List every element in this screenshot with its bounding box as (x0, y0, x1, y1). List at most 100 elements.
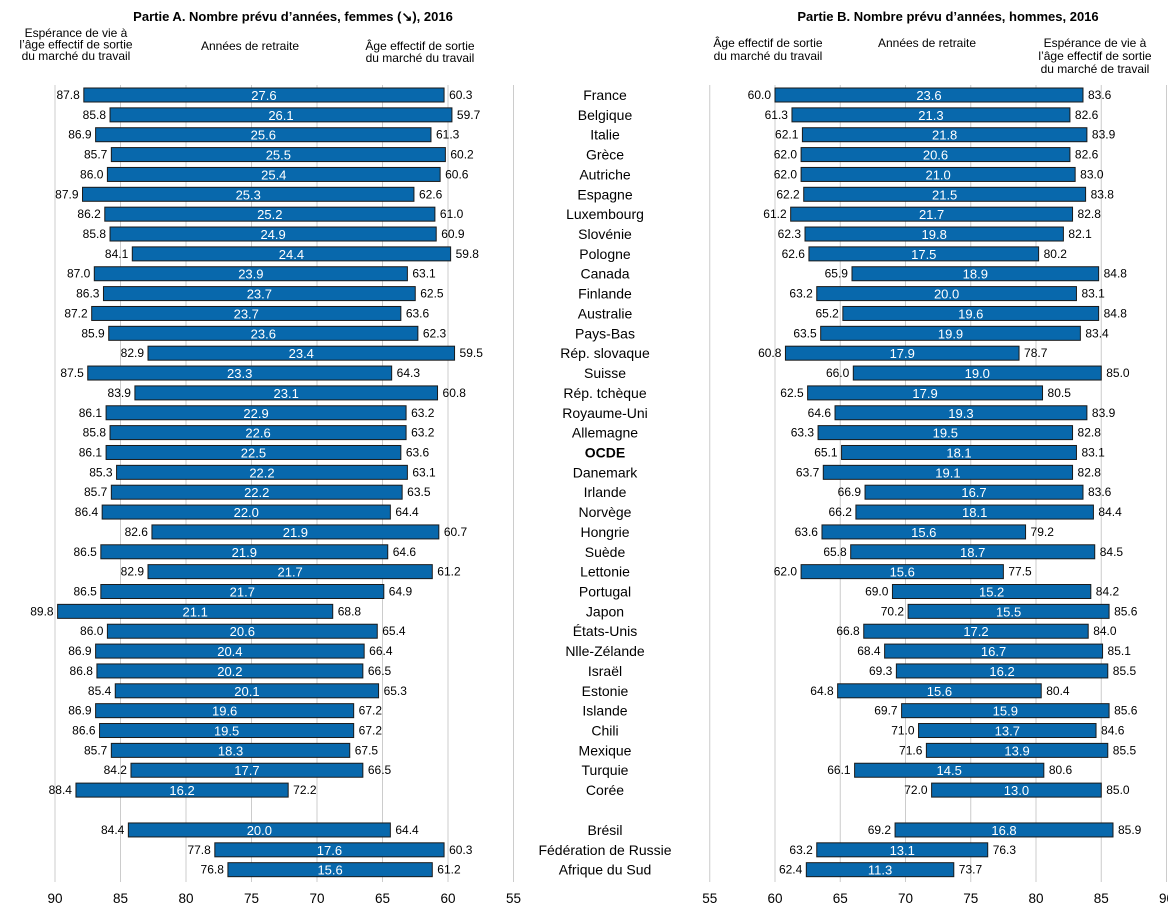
panel-a-header-left: Espérance de vie à (25, 26, 128, 40)
label-a-exit-age: 67.2 (359, 724, 383, 738)
country-label: Rép. tchèque (563, 385, 646, 401)
label-b-years: 13.9 (1004, 743, 1029, 758)
bar-a-Slovénie (109, 226, 437, 242)
label-a-years: 25.6 (251, 128, 276, 143)
label-a-years: 23.7 (234, 306, 259, 321)
panel-b-header-left: Âge effectif de sortie (713, 35, 823, 50)
bar-a-Fédération de Russie (214, 842, 445, 858)
tick-label-b: 85 (1094, 891, 1109, 906)
bar-b-Danemark (822, 464, 1074, 480)
label-b-exit-age: 62.2 (776, 187, 800, 201)
label-b-exit-age: 61.3 (765, 108, 789, 122)
bar-a-Rép. tchèque (134, 385, 439, 401)
bar-a-Royaume-Uni (105, 405, 407, 421)
bar-a-Espagne (82, 186, 415, 202)
label-a-exit-age: 66.5 (368, 664, 392, 678)
country-label: Pologne (579, 246, 631, 262)
label-a-life-exp: 83.9 (108, 386, 132, 400)
label-b-exit-age: 66.2 (829, 505, 853, 519)
label-a-life-exp: 86.4 (75, 505, 99, 519)
bar-a-Afrique du Sud (227, 862, 433, 878)
bar-b-Royaume-Uni (834, 405, 1088, 421)
country-label: Islande (582, 703, 627, 719)
label-a-life-exp: 76.8 (201, 863, 225, 877)
label-b-exit-age: 63.2 (789, 287, 813, 301)
bar-a-Canada (93, 266, 408, 282)
label-b-years: 19.9 (938, 326, 963, 341)
label-a-life-exp: 87.0 (67, 267, 91, 281)
bar-a-Lettonie (147, 564, 433, 580)
label-b-life-exp: 82.1 (1068, 227, 1092, 241)
label-b-years: 23.6 (916, 88, 941, 103)
label-a-years: 21.1 (183, 604, 208, 619)
label-a-exit-age: 66.5 (368, 763, 392, 777)
bar-b-OCDE (841, 444, 1077, 460)
label-b-life-exp: 83.6 (1088, 485, 1112, 499)
label-b-life-exp: 83.0 (1080, 167, 1104, 181)
label-a-life-exp: 82.9 (121, 565, 145, 579)
bar-a-Italie (95, 127, 432, 143)
bar-a-OCDE (105, 444, 402, 460)
label-a-exit-age: 60.6 (445, 167, 469, 181)
label-b-exit-age: 62.0 (774, 167, 798, 181)
label-a-years: 25.4 (261, 167, 286, 182)
label-b-life-exp: 83.1 (1081, 445, 1105, 459)
label-b-exit-age: 63.6 (795, 525, 819, 539)
country-label: Canada (580, 266, 629, 282)
label-a-life-exp: 82.6 (125, 525, 149, 539)
bar-a-Chili (99, 723, 355, 739)
bar-b-Slovénie (804, 226, 1064, 242)
label-a-years: 20.0 (247, 823, 272, 838)
label-a-exit-age: 65.3 (384, 684, 408, 698)
country-label: Chili (591, 723, 618, 739)
label-a-exit-age: 60.2 (450, 148, 474, 162)
bar-b-Luxembourg (790, 206, 1074, 222)
label-a-life-exp: 85.8 (83, 227, 107, 241)
label-b-exit-age: 63.5 (793, 326, 817, 340)
label-b-life-exp: 83.9 (1092, 128, 1116, 142)
bar-b-Nlle-Zélande (884, 643, 1104, 659)
label-b-life-exp: 79.2 (1031, 525, 1055, 539)
bar-b-Turquie (854, 762, 1045, 778)
label-b-exit-age: 65.9 (825, 267, 849, 281)
bar-b-Belgique (791, 107, 1071, 123)
label-b-years: 16.8 (991, 823, 1016, 838)
bar-b-Chili (918, 723, 1097, 739)
label-a-exit-age: 59.8 (456, 247, 480, 261)
label-a-exit-age: 60.3 (449, 88, 473, 102)
label-b-years: 15.2 (979, 585, 1004, 600)
label-a-years: 23.7 (247, 287, 272, 302)
label-b-exit-age: 71.0 (891, 724, 915, 738)
label-a-years: 20.6 (230, 624, 255, 639)
label-a-years: 23.4 (289, 346, 314, 361)
bar-a-Norvège (101, 504, 391, 520)
label-a-exit-age: 66.4 (369, 644, 393, 658)
label-b-years: 20.6 (923, 148, 948, 163)
label-b-life-exp: 84.4 (1098, 505, 1122, 519)
label-b-years: 17.9 (890, 346, 915, 361)
country-label: Fédération de Russie (538, 842, 671, 858)
bar-b-Lettonie (800, 564, 1004, 580)
country-label: Suède (585, 544, 626, 560)
country-label: États-Unis (573, 623, 638, 639)
panel-a-header-right: du marché du travail (366, 51, 475, 65)
label-b-years: 13.1 (890, 843, 915, 858)
label-a-exit-age: 62.3 (423, 326, 447, 340)
label-b-life-exp: 85.6 (1114, 704, 1138, 718)
label-a-exit-age: 60.7 (444, 525, 468, 539)
label-b-life-exp: 82.8 (1078, 465, 1102, 479)
tick-label-a: 55 (506, 891, 521, 906)
label-b-exit-age: 66.9 (838, 485, 862, 499)
label-b-exit-age: 69.7 (874, 704, 898, 718)
label-b-exit-age: 60.8 (758, 346, 782, 360)
label-b-exit-age: 60.0 (748, 88, 772, 102)
label-a-years: 21.7 (230, 585, 255, 600)
label-a-years: 17.6 (317, 843, 342, 858)
bar-b-Estonie (837, 683, 1042, 699)
label-b-life-exp: 80.2 (1044, 247, 1068, 261)
country-label: Lettonie (580, 564, 630, 580)
tick-label-b: 80 (1028, 891, 1043, 906)
label-a-years: 24.9 (260, 227, 285, 242)
label-b-life-exp: 82.8 (1078, 426, 1102, 440)
